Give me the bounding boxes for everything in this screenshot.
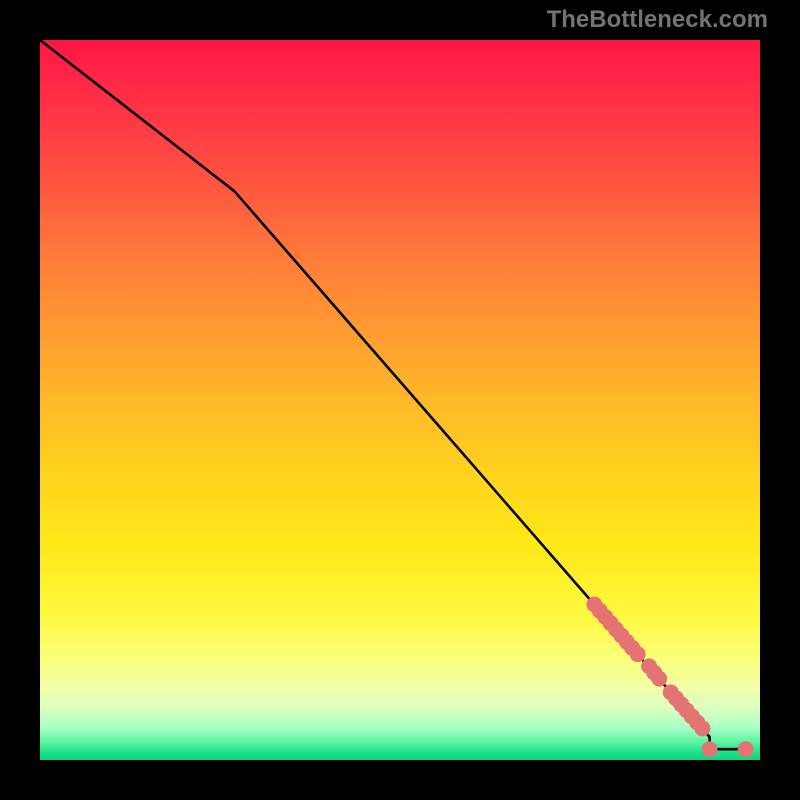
data-marker bbox=[694, 720, 710, 736]
data-marker bbox=[630, 646, 646, 662]
data-marker bbox=[738, 741, 754, 757]
plot-area bbox=[40, 40, 760, 760]
watermark-text: TheBottleneck.com bbox=[547, 6, 768, 34]
data-marker bbox=[651, 671, 667, 687]
chart-overlay bbox=[40, 40, 760, 760]
trend-line bbox=[40, 40, 746, 749]
data-marker bbox=[702, 741, 718, 757]
